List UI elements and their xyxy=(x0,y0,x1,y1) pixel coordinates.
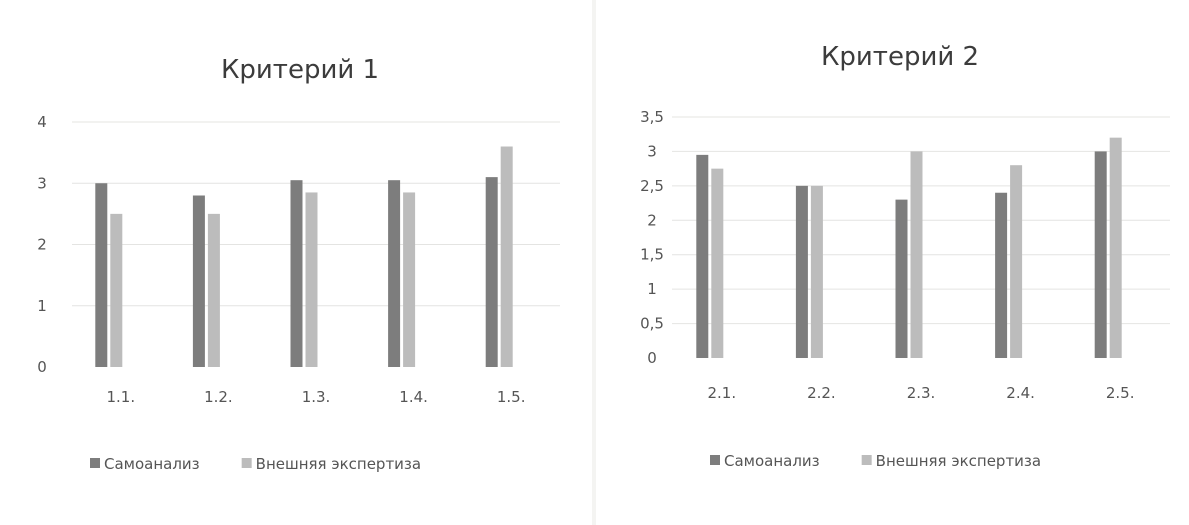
y-tick-label: 0,5 xyxy=(640,315,664,333)
y-tick-label: 3,5 xyxy=(640,108,664,126)
y-tick-label: 2,5 xyxy=(640,177,664,195)
y-tick-label: 1,5 xyxy=(640,246,664,264)
legend-swatch xyxy=(90,458,100,468)
y-tick-label: 2 xyxy=(647,211,657,229)
bar-external-expertise xyxy=(207,213,220,367)
y-tick-label: 2 xyxy=(37,236,47,254)
x-tick-label: 2.2. xyxy=(807,384,836,402)
y-tick-label: 1 xyxy=(647,280,657,298)
legend-label: Самоанализ xyxy=(104,455,200,473)
bar-self-analysis xyxy=(995,192,1008,358)
legend-swatch xyxy=(861,455,872,465)
bar-self-analysis xyxy=(795,185,808,358)
chart-1: Критерий 1 0 1 2 3 4 1.1. 1.2. 1.3. 1.4. 1.5. Само… xyxy=(37,55,560,473)
bar-self-analysis xyxy=(95,183,108,367)
x-tick-label: 2.3. xyxy=(907,384,936,402)
x-tick-label: 1.5. xyxy=(497,388,526,406)
y-tick-label: 3 xyxy=(37,174,47,192)
bar-external-expertise xyxy=(1010,165,1023,358)
bar-self-analysis xyxy=(895,199,908,358)
y-tick-label: 0 xyxy=(647,349,657,367)
chart-title: Критерий 2 xyxy=(821,42,979,72)
bar-self-analysis xyxy=(388,180,401,367)
legend-swatch xyxy=(710,455,720,465)
bar-external-expertise xyxy=(500,146,513,367)
x-tick-label: 2.5. xyxy=(1106,384,1135,402)
x-tick-label: 2.1. xyxy=(707,384,736,402)
legend-label: Внешняя экспертиза xyxy=(876,452,1041,470)
x-tick-label: 1.4. xyxy=(399,388,428,406)
x-tick-label: 1.3. xyxy=(302,388,331,406)
x-tick-label: 1.1. xyxy=(106,388,135,406)
bar-external-expertise xyxy=(711,168,724,358)
y-tick-label: 4 xyxy=(37,113,47,131)
bar-external-expertise xyxy=(1109,137,1122,358)
legend-label: Самоанализ xyxy=(724,452,820,470)
bar-self-analysis xyxy=(1094,151,1107,358)
legend-swatch xyxy=(241,458,252,468)
chart-2-background xyxy=(596,0,1189,525)
bar-external-expertise xyxy=(305,192,318,367)
bar-self-analysis xyxy=(290,180,303,367)
y-tick-label: 0 xyxy=(37,358,47,376)
chart-2: Критерий 2 0 0,5 1 1,5 2 2,5 3 3,5 2.1. 2.2. 2.3. 2… xyxy=(640,42,1170,470)
bar-external-expertise xyxy=(403,192,416,367)
x-tick-label: 1.2. xyxy=(204,388,233,406)
bar-external-expertise xyxy=(110,213,123,367)
chart-title: Критерий 1 xyxy=(221,55,379,85)
legend-label: Внешняя экспертиза xyxy=(256,455,421,473)
y-tick-label: 3 xyxy=(647,142,657,160)
bar-external-expertise xyxy=(810,185,823,358)
bar-self-analysis xyxy=(192,195,205,367)
bar-self-analysis xyxy=(696,154,709,358)
bar-external-expertise xyxy=(910,151,923,358)
x-tick-label: 2.4. xyxy=(1006,384,1035,402)
y-tick-label: 1 xyxy=(37,297,47,315)
bar-self-analysis xyxy=(485,177,498,367)
